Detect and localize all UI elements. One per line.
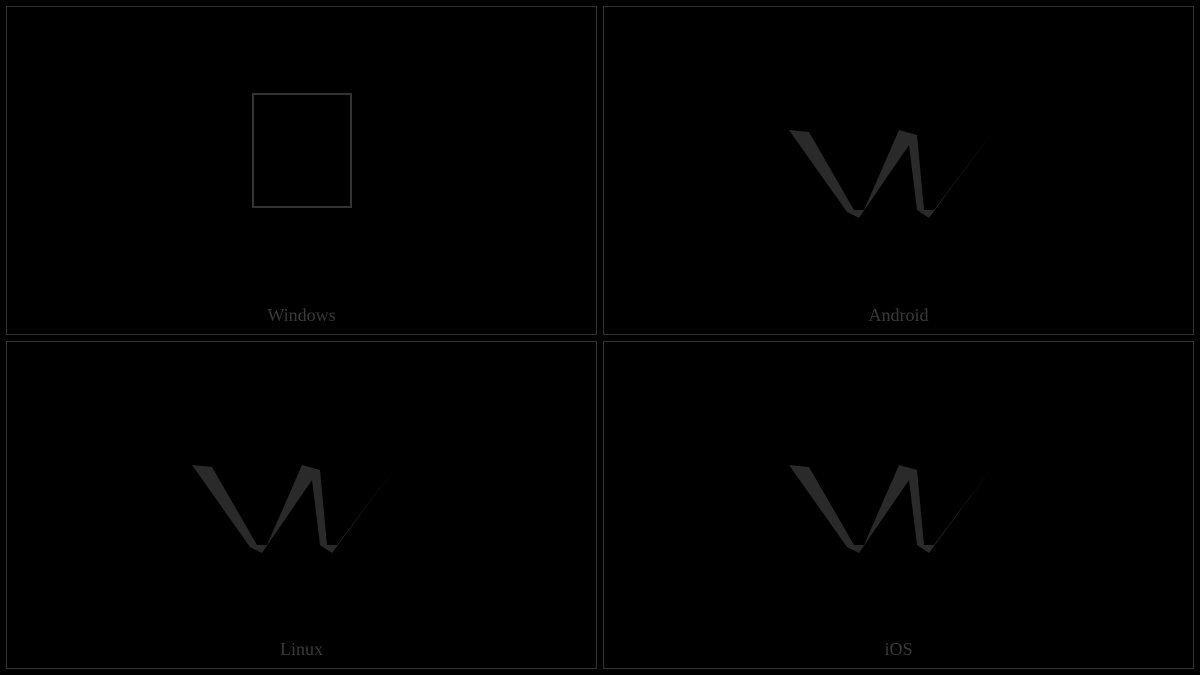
label-linux: Linux <box>280 639 323 660</box>
empty-glyph-box <box>252 93 352 208</box>
glyph-windows <box>7 7 596 334</box>
label-ios: iOS <box>884 639 912 660</box>
zigzag-glyph-icon <box>162 445 442 565</box>
label-android: Android <box>869 305 929 326</box>
glyph-linux <box>7 342 596 669</box>
panel-windows: Windows <box>6 6 597 335</box>
zigzag-glyph-icon <box>759 110 1039 230</box>
panel-linux: Linux <box>6 341 597 670</box>
label-windows: Windows <box>267 305 335 326</box>
glyph-ios <box>604 342 1193 669</box>
glyph-android <box>604 7 1193 334</box>
panel-ios: iOS <box>603 341 1194 670</box>
glyph-comparison-grid: Windows Android Linux iOS <box>0 0 1200 675</box>
zigzag-glyph-icon <box>759 445 1039 565</box>
panel-android: Android <box>603 6 1194 335</box>
